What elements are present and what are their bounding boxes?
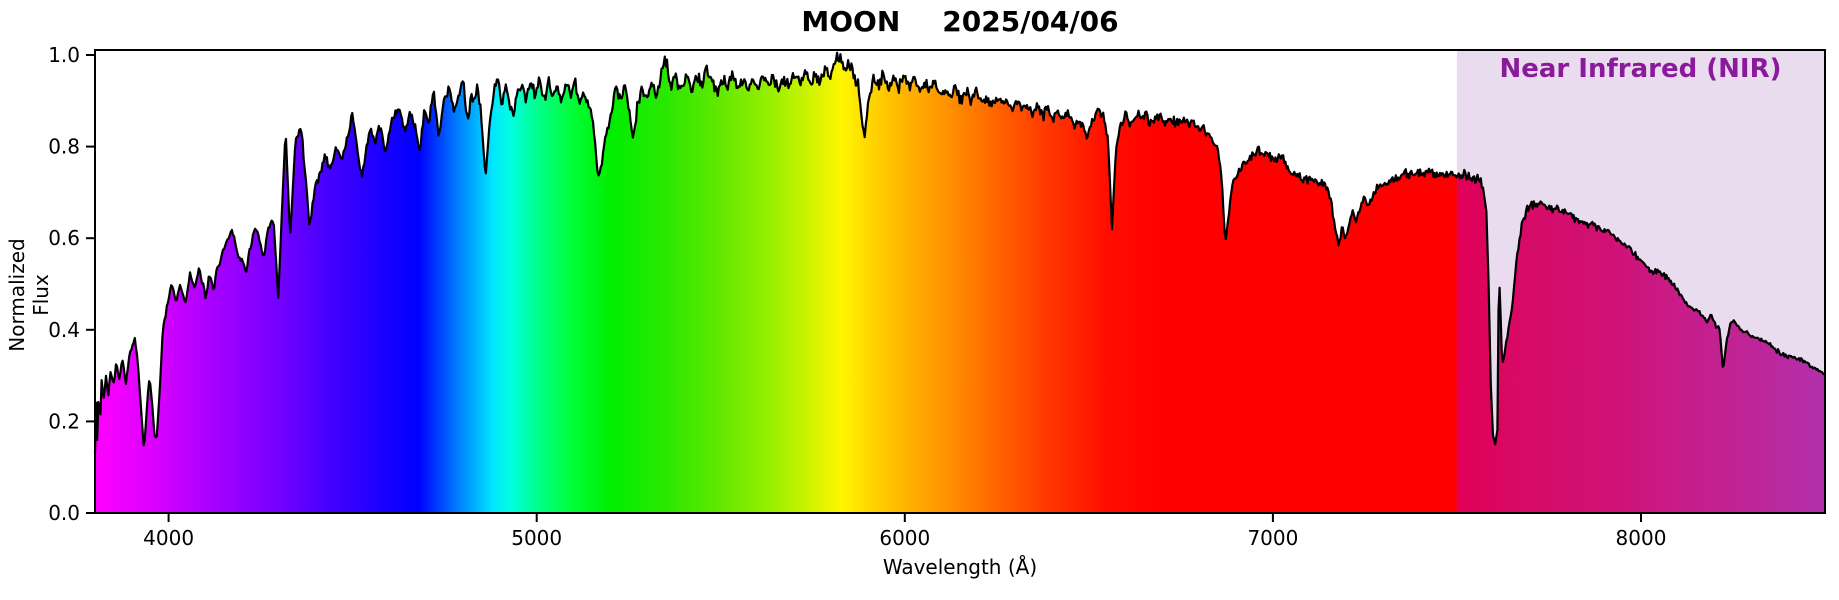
spectrum-area: [95, 52, 1825, 513]
chart-title-object: MOON: [801, 5, 901, 38]
y-tick-label: 0.0: [48, 501, 80, 525]
x-tick-label: 5000: [511, 526, 562, 550]
chart-title-date: 2025/04/06: [942, 5, 1119, 38]
y-axis-label: Normalized Flux: [5, 238, 53, 352]
plot-frame: [94, 49, 1826, 514]
x-tick-label: 8000: [1616, 526, 1667, 550]
nir-band-label: Near Infrared (NIR): [1499, 54, 1782, 84]
x-tick-label: 6000: [879, 526, 930, 550]
x-tick-label: 7000: [1247, 526, 1298, 550]
y-tick-label: 0.4: [48, 318, 80, 342]
chart-title: MOON 2025/04/06: [95, 5, 1825, 38]
x-axis-label: Wavelength (Å): [882, 555, 1038, 579]
y-tick-label: 0.2: [48, 409, 80, 433]
y-tick-label: 0.8: [48, 135, 80, 159]
y-tick-label: 1.0: [48, 43, 80, 67]
spectrum-line: [93, 51, 1825, 454]
x-tick-label: 4000: [143, 526, 194, 550]
y-tick-label: 0.6: [48, 226, 80, 250]
